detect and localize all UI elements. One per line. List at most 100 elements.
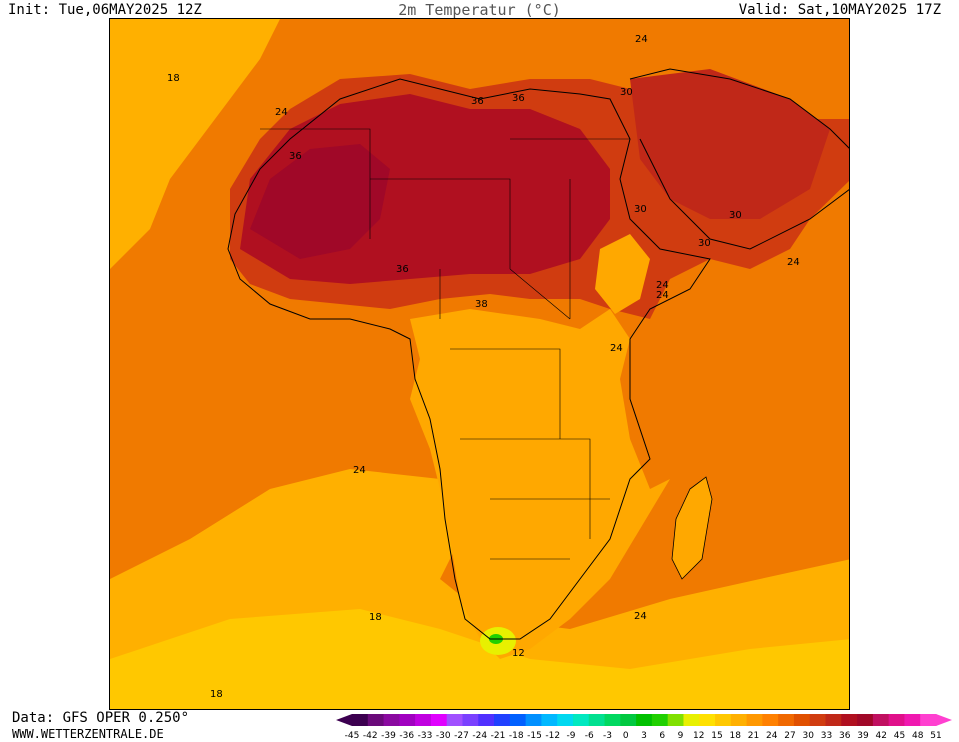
- colorbar-tick-label: -3: [603, 731, 612, 741]
- contour-label: 24: [610, 343, 623, 354]
- colorbar-tick-label: -42: [363, 731, 378, 741]
- colorbar-swatch: [920, 714, 937, 726]
- colorbar-tick-label: 36: [839, 731, 851, 741]
- colorbar-swatch: [793, 714, 811, 726]
- contour-label: 36: [512, 93, 525, 104]
- colorbar-tick-label: 24: [766, 731, 778, 741]
- contour-label: 36: [289, 151, 302, 162]
- colorbar-tick-label: -12: [545, 731, 560, 741]
- colorbar-tick-label: 48: [912, 731, 924, 741]
- colorbar-swatch: [825, 714, 842, 726]
- colorbar-tick-label: -21: [491, 731, 506, 741]
- colorbar-swatch: [888, 714, 905, 726]
- colorbar-tick-label: 3: [641, 731, 647, 741]
- colorbar-swatch: [809, 714, 827, 726]
- arabia-hot: [630, 69, 830, 219]
- madagascar: [671, 476, 713, 580]
- temperature-map[interactable]: 18 24 24 36 36 36 36 30 30 30 30 24 24 38 24 24 24 18 24 12…: [109, 18, 850, 710]
- valid-time: Valid: Sat,10MAY2025 17Z: [738, 2, 941, 18]
- contour-label: 30: [698, 238, 711, 249]
- colorbar-swatch: [699, 714, 716, 726]
- colorbar-tick-label: 30: [803, 731, 815, 741]
- contour-label: 30: [729, 210, 742, 221]
- colorbar-tick-label: 42: [876, 731, 887, 741]
- colorbar-arrow-left: [336, 714, 352, 726]
- cooler-south-band: [110, 609, 849, 709]
- contour-label: 30: [634, 204, 647, 215]
- colorbar-swatch: [857, 714, 874, 726]
- colorbar-arrow-right: [936, 714, 952, 726]
- contour-label: 18: [167, 73, 180, 84]
- colorbar-swatch: [683, 714, 700, 726]
- colorbar-tick-label: 9: [678, 731, 684, 741]
- ethiopia-highlands: [595, 234, 650, 314]
- colorbar-tick-label: -24: [472, 731, 487, 741]
- contour-label: 24: [275, 107, 288, 118]
- contour-label: 18: [369, 612, 382, 623]
- colorbar-swatch: [557, 714, 574, 726]
- colorbar-swatch: [509, 714, 527, 726]
- colorbar-swatch: [636, 714, 653, 726]
- colorbar-tick-label: 21: [748, 731, 759, 741]
- colorbar-swatch: [651, 714, 669, 726]
- colorbar-tick-label: 33: [821, 731, 832, 741]
- contour-label: 24: [634, 611, 647, 622]
- contour-label: 36: [396, 264, 409, 275]
- colorbar-swatch: [399, 714, 416, 726]
- data-source: Data: GFS OPER 0.250°: [12, 710, 190, 726]
- colorbar-tick-label: -27: [454, 731, 469, 741]
- colorbar-tick-label: -33: [418, 731, 433, 741]
- colorbar-swatch: [572, 714, 590, 726]
- colorbar-swatch: [446, 714, 463, 726]
- colorbar-swatch: [667, 714, 684, 726]
- contour-label: 30: [620, 87, 633, 98]
- colorbar-swatch: [415, 714, 432, 726]
- contour-label: 24: [656, 290, 669, 301]
- africa-coastline: [227, 78, 711, 640]
- colorbar-tick-label: 39: [857, 731, 869, 741]
- contour-label: 12: [512, 648, 525, 659]
- colorbar-tick-label: -18: [509, 731, 524, 741]
- country-borders: [260, 128, 630, 560]
- contour-label: 18: [210, 689, 223, 700]
- colorbar-swatch: [904, 714, 921, 726]
- colorbar-tick-label: -6: [585, 731, 594, 741]
- colorbar-tick-label: 27: [784, 731, 795, 741]
- colorbar-swatch: [730, 714, 748, 726]
- colorbar-swatch: [383, 714, 400, 726]
- contour-label: 24: [787, 257, 800, 268]
- colorbar-swatch: [588, 714, 606, 726]
- website-credit: WWW.WETTERZENTRALE.DE: [12, 727, 164, 741]
- colorbar-swatch: [762, 714, 779, 726]
- colorbar-tick-label: 6: [659, 731, 665, 741]
- colorbar-swatch: [367, 714, 385, 726]
- colorbar-tick-label: -30: [436, 731, 451, 741]
- colorbar-tick-label: -9: [567, 731, 576, 741]
- init-time: Init: Tue,06MAY2025 12Z: [8, 2, 202, 18]
- cool-atlantic-north: [110, 19, 280, 269]
- colorbar-tick-label: 15: [711, 731, 722, 741]
- contour-label: 36: [471, 96, 484, 107]
- colorbar-swatch: [872, 714, 890, 726]
- colorbar-tick-label: 12: [693, 731, 704, 741]
- contour-label: 24: [635, 34, 648, 45]
- colorbar-swatch: [430, 714, 448, 726]
- colorbar-swatch: [778, 714, 795, 726]
- contour-label: 38: [475, 299, 488, 310]
- colorbar-swatch: [494, 714, 511, 726]
- colorbar-tick-label: -36: [399, 731, 414, 741]
- colorbar-tick-label: 18: [730, 731, 742, 741]
- colorbar-swatch: [462, 714, 479, 726]
- colorbar-swatch: [841, 714, 858, 726]
- colorbar-tick-label: 0: [623, 731, 629, 741]
- colorbar-tick-label: 45: [894, 731, 905, 741]
- africa-south-land: [410, 309, 670, 659]
- colorbar-swatch: [746, 714, 763, 726]
- sahara-extreme-core: [250, 144, 390, 259]
- contour-label: 24: [656, 280, 669, 291]
- colorbar-tick-label: -45: [345, 731, 360, 741]
- colorbar: -45 -42 -39 -36 -33 -30 -27 -24 -21 -18 -15 -12 -9 -6…: [336, 712, 958, 741]
- colorbar-swatch: [352, 714, 369, 726]
- contour-label: 24: [353, 465, 366, 476]
- chart-title: 2m Temperatur (°C): [398, 1, 561, 19]
